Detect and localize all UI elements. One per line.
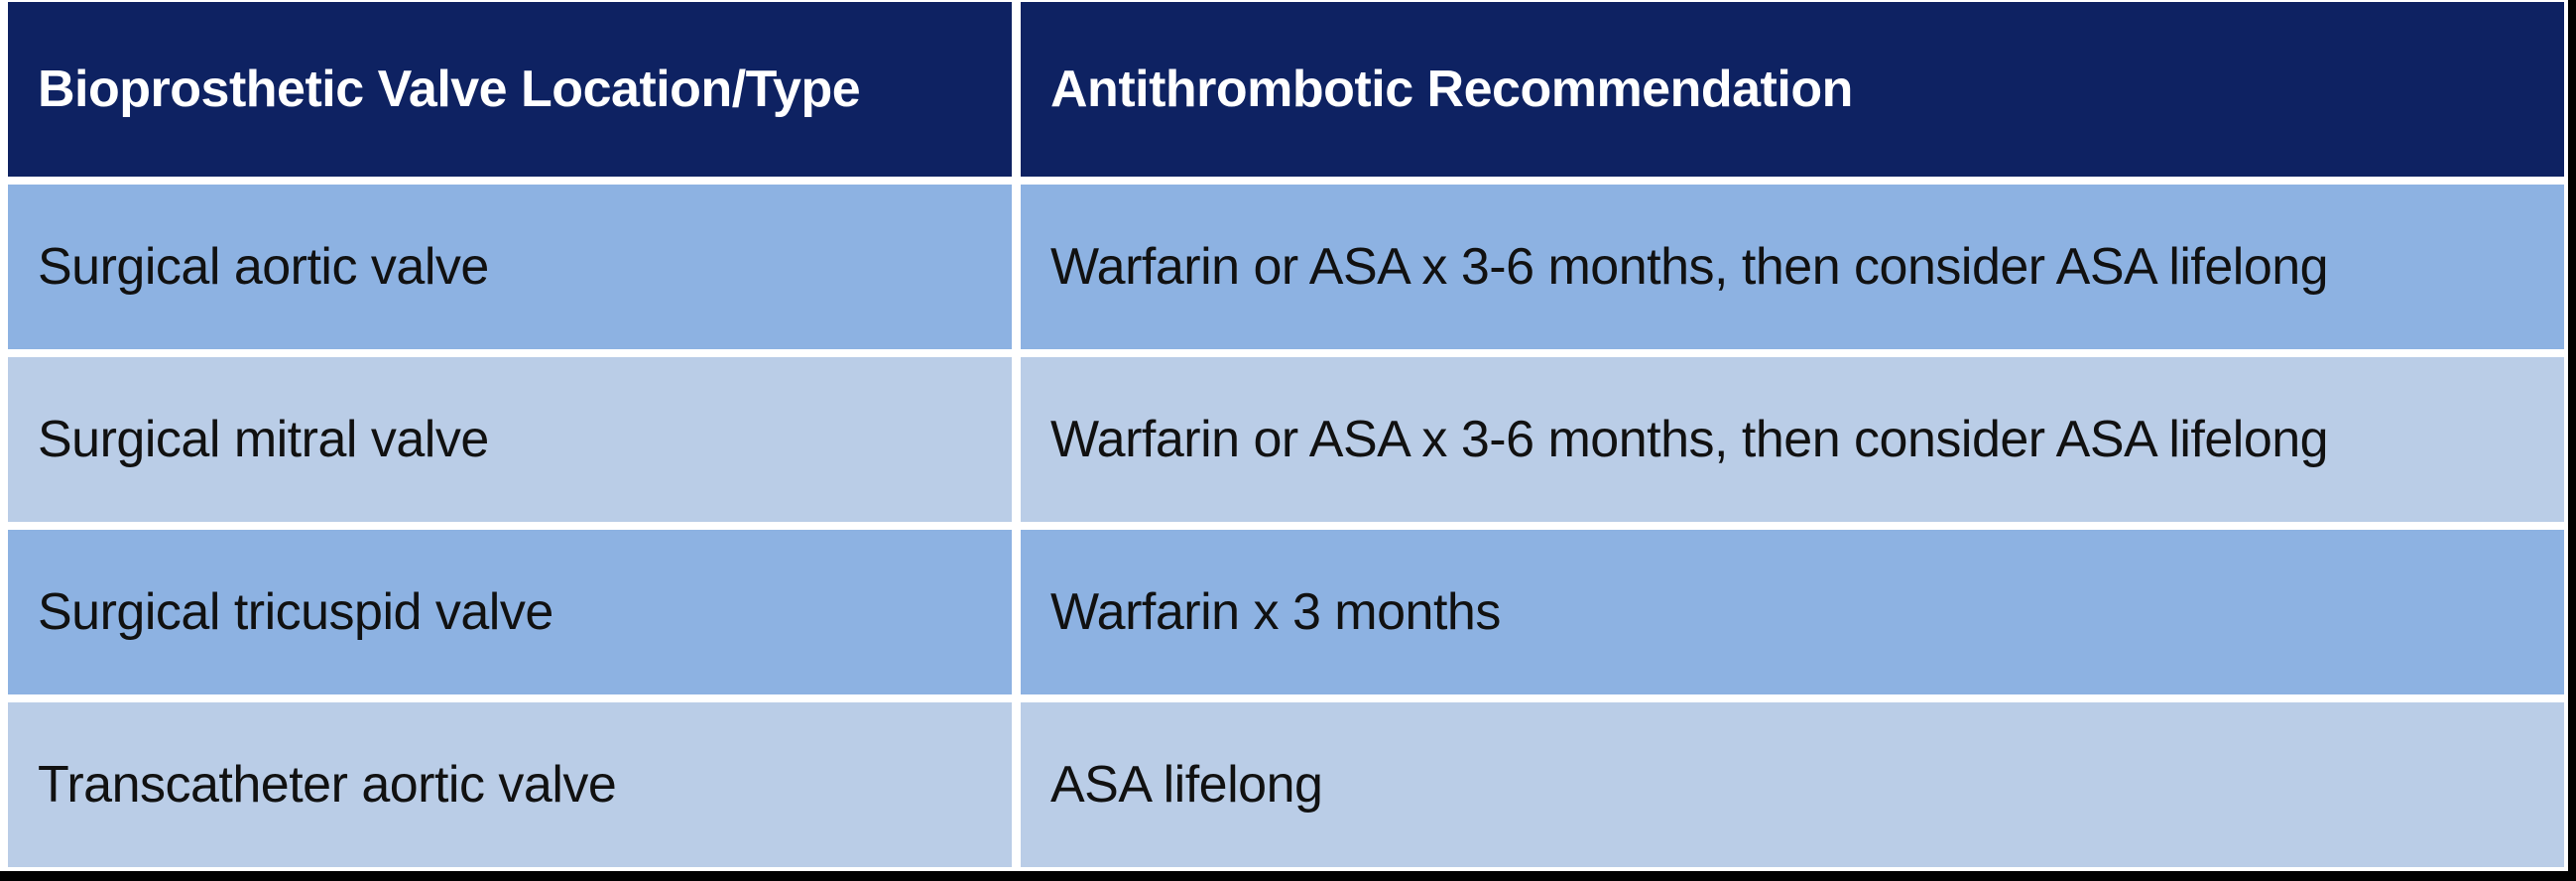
table-cell-valve-location: Surgical mitral valve (8, 357, 1012, 522)
screen-edge-bottom-bar (0, 871, 2576, 881)
table-cell-valve-location: Surgical aortic valve (8, 185, 1012, 349)
table-cell-recommendation: Warfarin or ASA x 3-6 months, then consi… (1021, 357, 2564, 522)
screen-edge-right-bar (2568, 0, 2576, 881)
table-cell-recommendation: Warfarin or ASA x 3-6 months, then consi… (1021, 185, 2564, 349)
column-header-antithrombotic-recommendation: Antithrombotic Recommendation (1021, 2, 2564, 177)
table-cell-recommendation: Warfarin x 3 months (1021, 530, 2564, 694)
column-header-valve-location-type: Bioprosthetic Valve Location/Type (8, 2, 1012, 177)
antithrombotic-recommendation-table: Bioprosthetic Valve Location/Type Antith… (8, 2, 2564, 867)
table-cell-recommendation: ASA lifelong (1021, 702, 2564, 867)
table-cell-valve-location: Transcatheter aortic valve (8, 702, 1012, 867)
table-cell-valve-location: Surgical tricuspid valve (8, 530, 1012, 694)
